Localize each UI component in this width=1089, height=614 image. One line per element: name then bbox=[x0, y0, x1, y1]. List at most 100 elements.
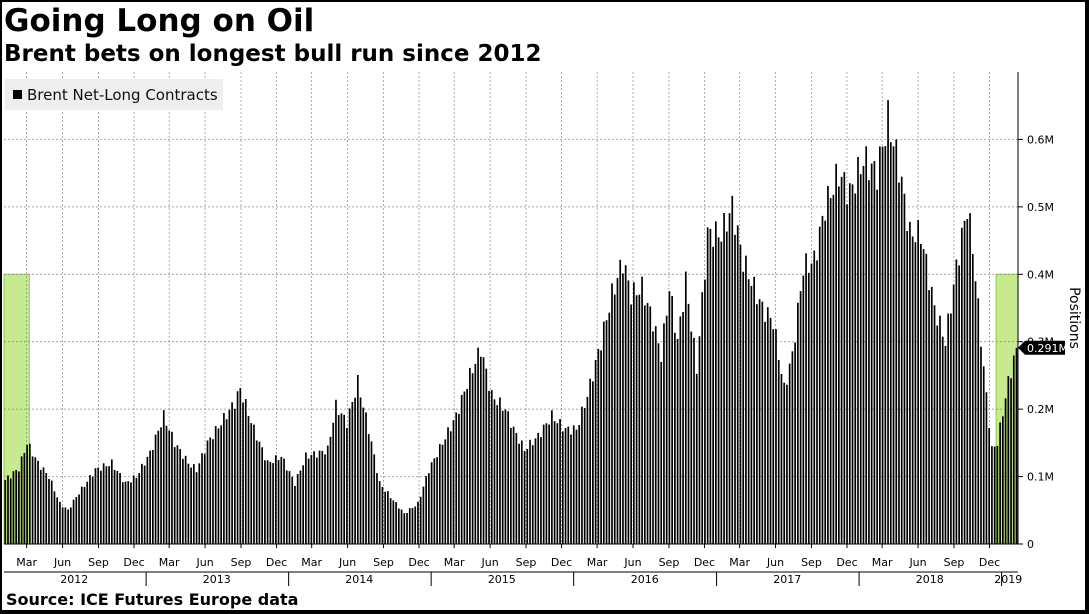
weekly-bar bbox=[266, 460, 269, 544]
weekly-bar bbox=[903, 193, 906, 544]
weekly-bar bbox=[868, 180, 870, 544]
weekly-bar bbox=[848, 183, 851, 544]
weekly-bar bbox=[526, 449, 529, 544]
x-tick-label: Jun bbox=[766, 556, 784, 569]
weekly-bar bbox=[889, 142, 892, 544]
weekly-bar bbox=[168, 430, 171, 544]
x-tick-label: Dec bbox=[979, 556, 1000, 569]
weekly-bar bbox=[42, 467, 45, 544]
x-tick-label: Jun bbox=[623, 556, 641, 569]
weekly-bar bbox=[941, 336, 944, 544]
weekly-bar bbox=[490, 390, 493, 544]
weekly-bar bbox=[458, 413, 460, 544]
weekly-bar bbox=[652, 331, 654, 544]
weekly-bar bbox=[469, 367, 471, 544]
weekly-bar bbox=[985, 392, 988, 544]
y-tick-label: 0.1M bbox=[1027, 471, 1054, 484]
weekly-bar bbox=[756, 304, 758, 544]
weekly-bar bbox=[223, 413, 225, 544]
weekly-bar bbox=[102, 463, 105, 544]
weekly-bar bbox=[827, 185, 829, 544]
y-tick-label: 0.2M bbox=[1027, 403, 1054, 416]
weekly-bar bbox=[671, 295, 673, 544]
weekly-bar bbox=[488, 390, 490, 544]
weekly-bar bbox=[463, 391, 466, 544]
weekly-bar bbox=[201, 453, 203, 544]
weekly-bar bbox=[605, 320, 608, 544]
weekly-bar bbox=[600, 350, 602, 544]
weekly-bar bbox=[146, 456, 149, 544]
weekly-bar bbox=[520, 440, 523, 544]
weekly-bar bbox=[859, 174, 862, 544]
weekly-bar bbox=[143, 465, 146, 544]
y-tick-label: 0 bbox=[1027, 538, 1034, 551]
weekly-bar bbox=[616, 277, 619, 544]
x-tick-label: Mar bbox=[729, 556, 750, 569]
weekly-bar bbox=[701, 292, 704, 544]
weekly-bar bbox=[643, 305, 646, 544]
weekly-bar bbox=[753, 276, 755, 544]
weekly-bar bbox=[471, 373, 474, 544]
weekly-bar bbox=[78, 494, 80, 544]
weekly-bar bbox=[422, 486, 425, 544]
x-tick-label: Jun bbox=[195, 556, 213, 569]
weekly-bar bbox=[873, 161, 876, 544]
x-tick-label: Dec bbox=[123, 556, 144, 569]
source-note: Source: ICE Futures Europe data bbox=[6, 590, 299, 609]
weekly-bar bbox=[378, 481, 381, 544]
weekly-bar bbox=[203, 453, 206, 544]
weekly-bar bbox=[414, 506, 417, 544]
x-tick-label: Dec bbox=[266, 556, 287, 569]
weekly-bar bbox=[479, 356, 482, 544]
weekly-bar bbox=[690, 331, 693, 544]
weekly-bar bbox=[818, 226, 821, 544]
weekly-bar bbox=[512, 426, 515, 544]
weekly-bar bbox=[764, 321, 766, 544]
weekly-bar bbox=[657, 343, 660, 544]
weekly-bar bbox=[613, 294, 616, 544]
weekly-bar bbox=[835, 163, 837, 545]
x-tick-label: Dec bbox=[836, 556, 857, 569]
weekly-bar bbox=[832, 194, 835, 544]
weekly-bar bbox=[761, 301, 764, 544]
weekly-bar bbox=[206, 440, 209, 544]
x-tick-label: Dec bbox=[694, 556, 715, 569]
x-tick-label: Sep bbox=[373, 556, 394, 569]
year-label: 2014 bbox=[345, 573, 373, 586]
weekly-bar bbox=[247, 415, 250, 544]
weekly-bar bbox=[274, 455, 277, 544]
weekly-bar bbox=[736, 225, 739, 544]
weekly-bar bbox=[668, 291, 671, 544]
weekly-bar bbox=[23, 452, 26, 544]
weekly-bar bbox=[288, 471, 291, 544]
weekly-bar bbox=[389, 498, 392, 544]
weekly-bar bbox=[592, 381, 594, 544]
weekly-bar bbox=[179, 449, 182, 544]
x-tick-label: Mar bbox=[16, 556, 37, 569]
weekly-bar bbox=[310, 455, 313, 544]
weekly-bar bbox=[622, 273, 624, 544]
y-tick-label: 0.4M bbox=[1027, 268, 1054, 281]
weekly-bar bbox=[922, 249, 925, 544]
weekly-bar bbox=[395, 502, 397, 544]
year-label: 2018 bbox=[916, 573, 944, 586]
x-tick-label: Dec bbox=[408, 556, 429, 569]
weekly-bar bbox=[39, 469, 42, 544]
weekly-bar bbox=[392, 500, 395, 544]
weekly-bar bbox=[359, 397, 362, 544]
weekly-bar bbox=[561, 431, 564, 544]
weekly-bar bbox=[165, 425, 168, 544]
weekly-bar bbox=[846, 204, 848, 544]
weekly-bar bbox=[171, 431, 173, 544]
weekly-bar bbox=[436, 457, 438, 544]
weekly-bar bbox=[597, 349, 600, 544]
weekly-bar bbox=[80, 486, 83, 544]
weekly-bar bbox=[914, 242, 917, 544]
weekly-bar bbox=[192, 464, 195, 544]
year-label: 2015 bbox=[488, 573, 516, 586]
weekly-bar bbox=[381, 486, 384, 544]
weekly-bar bbox=[59, 501, 61, 544]
weekly-bar bbox=[900, 176, 903, 544]
weekly-bar bbox=[531, 445, 534, 544]
weekly-bar bbox=[272, 463, 274, 544]
